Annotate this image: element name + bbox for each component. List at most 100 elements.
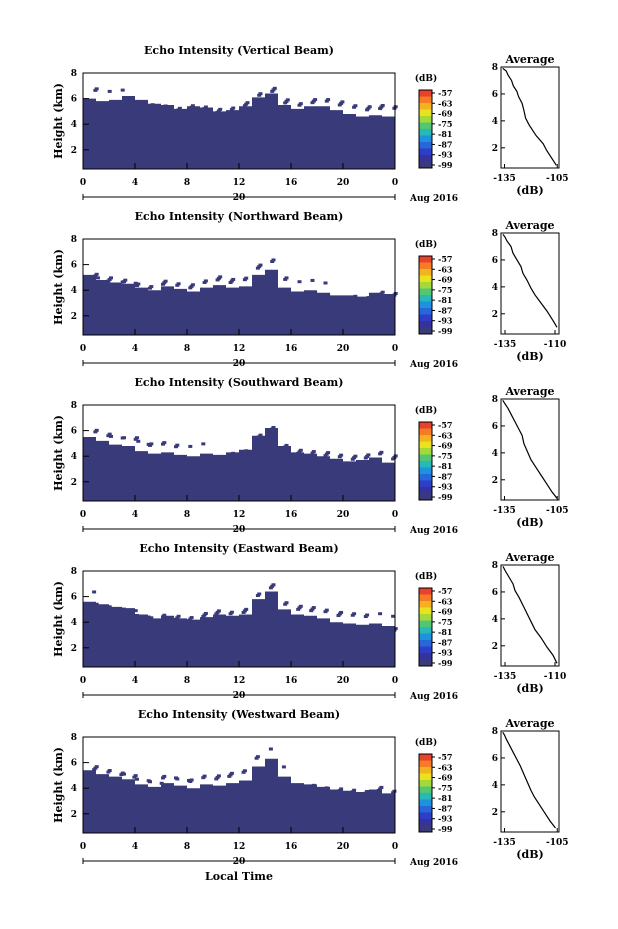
- colorbar-swatch: [419, 760, 432, 768]
- echo-speckle: [188, 107, 193, 111]
- x-tick-label: 0: [392, 178, 398, 188]
- echo-speckle: [202, 774, 207, 778]
- echo-speckle: [215, 610, 220, 614]
- echo-speckle: [216, 609, 221, 613]
- y-axis-label: Height (km): [52, 747, 65, 823]
- echo-speckle: [83, 101, 87, 105]
- echo-speckle: [353, 104, 358, 108]
- echo-speckle: [242, 609, 247, 613]
- y-tick-label: 6: [71, 759, 77, 769]
- echo-speckle: [227, 774, 232, 778]
- echo-speckle: [271, 88, 276, 92]
- echo-speckle: [162, 106, 167, 110]
- average-y-tick-label: 6: [492, 588, 498, 598]
- echo-speckle: [94, 602, 99, 606]
- echo-speckle: [189, 778, 194, 782]
- echo-speckle: [92, 590, 97, 594]
- average-x-tick-label: -135: [494, 672, 517, 682]
- date-month-label: Aug 2016: [409, 360, 458, 370]
- average-y-tick-label: 6: [492, 422, 498, 432]
- echo-speckle: [391, 791, 396, 795]
- x-tick-label: 8: [184, 510, 190, 520]
- echo-speckle: [393, 291, 398, 295]
- echo-speckle: [228, 280, 233, 284]
- echo-speckle: [218, 107, 223, 111]
- colorbar-swatch: [419, 640, 432, 647]
- echo-speckle: [228, 612, 233, 616]
- y-axis-label: Height (km): [52, 415, 65, 491]
- echo-speckle: [120, 771, 125, 775]
- x-tick-label: 0: [80, 676, 86, 686]
- echo-speckle: [231, 451, 236, 455]
- echo-speckle: [203, 105, 208, 109]
- echo-speckle: [177, 106, 182, 110]
- y-tick-label: 8: [71, 567, 77, 577]
- colorbar-swatch: [419, 767, 432, 774]
- echo-speckle: [242, 769, 247, 773]
- colorbar-swatch: [419, 627, 432, 634]
- echo-speckle: [174, 776, 178, 780]
- colorbar-swatch: [419, 148, 432, 156]
- colorbar-tick-label: -57: [438, 586, 452, 596]
- colorbar-swatch: [419, 116, 432, 123]
- echo-speckle: [107, 89, 112, 93]
- y-tick-label: 4: [71, 452, 77, 462]
- date-day-label: 20: [233, 193, 246, 203]
- colorbar-swatch: [419, 135, 432, 143]
- echo-speckle: [107, 277, 112, 281]
- echo-speckle: [258, 263, 263, 267]
- echo-speckle: [366, 627, 371, 631]
- colorbar-swatch: [419, 773, 432, 781]
- echo-speckle: [392, 106, 397, 110]
- x-tick-label: 8: [184, 842, 190, 852]
- echo-speckle: [284, 443, 289, 447]
- colorbar-frame: [418, 587, 433, 667]
- average-y-tick-label: 2: [492, 808, 498, 818]
- echo-speckle: [187, 619, 191, 623]
- echo-speckle: [283, 779, 288, 783]
- colorbar-frame: [418, 753, 433, 833]
- echo-speckle: [323, 281, 328, 285]
- colorbar-tick-label: -75: [438, 783, 452, 793]
- echo-speckle: [215, 775, 220, 779]
- colorbar-swatch: [419, 103, 432, 110]
- average-y-tick-label: 2: [492, 144, 498, 154]
- date-day-label: 20: [233, 359, 246, 369]
- average-profile-line: [502, 400, 558, 500]
- echo-speckle: [380, 103, 385, 107]
- average-y-tick-label: 8: [492, 395, 498, 405]
- echo-speckle: [106, 279, 111, 283]
- echo-speckle: [163, 279, 168, 283]
- echo-speckle: [310, 785, 315, 789]
- colorbar-tick-label: -57: [438, 88, 452, 98]
- x-tick-label: 0: [392, 842, 398, 852]
- echo-speckle: [339, 453, 344, 457]
- x-tick-label: 4: [132, 510, 138, 520]
- echo-speckle: [367, 105, 372, 109]
- echo-speckle: [231, 106, 236, 110]
- colorbar-swatch: [419, 653, 432, 660]
- echo-speckle: [392, 628, 397, 632]
- y-tick-label: 6: [71, 95, 77, 105]
- echo-speckle: [309, 786, 314, 790]
- echo-speckle: [148, 106, 152, 110]
- echo-speckle: [310, 451, 315, 455]
- echo-speckle: [93, 88, 98, 92]
- echo-speckle: [242, 450, 247, 454]
- x-tick-label: 20: [337, 344, 350, 354]
- x-tick-label: 16: [285, 178, 298, 188]
- echo-speckle: [189, 616, 194, 620]
- echo-speckle: [135, 777, 139, 781]
- colorbar-swatch: [419, 786, 432, 794]
- echo-speckle: [149, 442, 154, 446]
- echo-speckle: [365, 297, 370, 301]
- colorbar-frame: [418, 421, 433, 501]
- colorbar-swatch: [419, 607, 432, 615]
- colorbar-swatch: [419, 601, 432, 608]
- echo-speckle: [94, 87, 99, 91]
- y-tick-label: 6: [71, 593, 77, 603]
- echo-speckle: [352, 788, 357, 792]
- echo-speckle: [133, 774, 138, 778]
- echo-speckle: [188, 617, 193, 621]
- echo-speckle: [162, 281, 167, 285]
